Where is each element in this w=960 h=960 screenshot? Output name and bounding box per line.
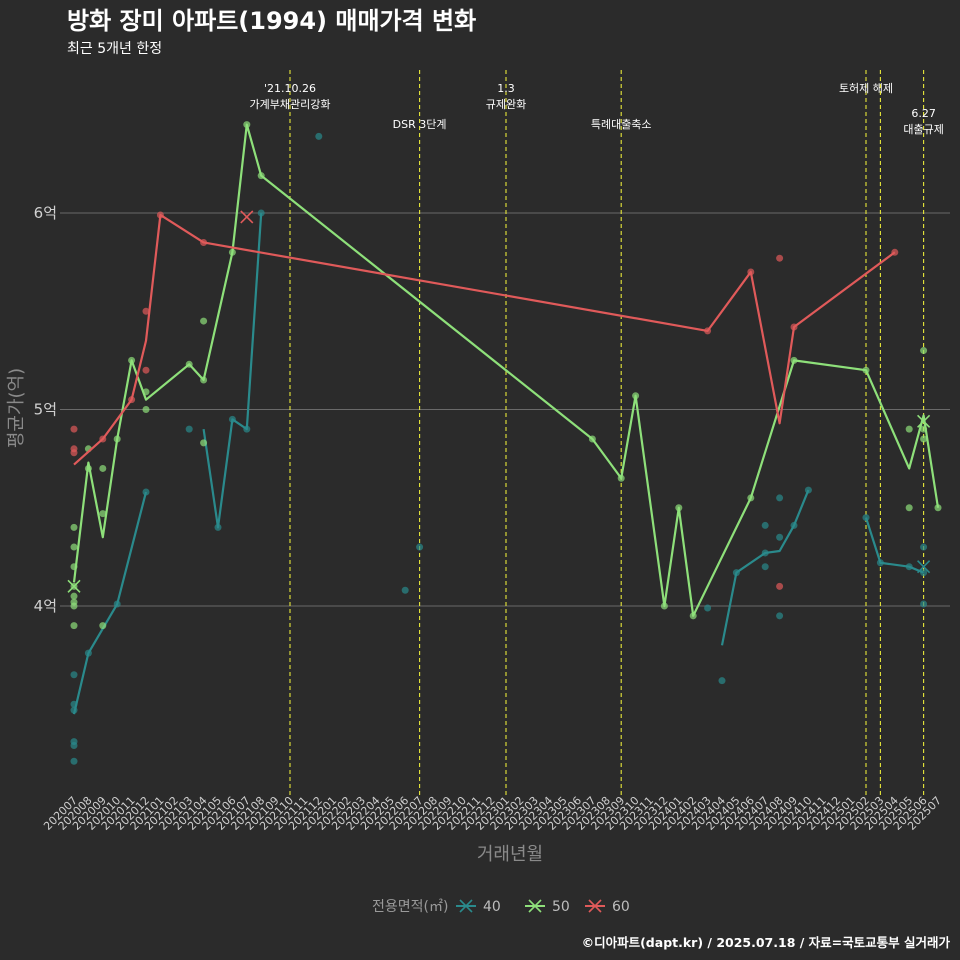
data-point-50	[200, 317, 208, 325]
data-point-50	[70, 592, 78, 600]
event-label-line: 6.27	[911, 107, 936, 120]
legend: 전용면적(㎡) 40 50 60	[372, 899, 630, 915]
x-axis-title: 거래년월	[477, 844, 543, 865]
legend-label: 60	[612, 899, 630, 915]
event-label-line: '21.10.26	[264, 82, 316, 95]
cross-marker-50	[917, 414, 931, 428]
event-label-line: 특례대출축소	[591, 118, 652, 131]
legend-swatch-cross	[528, 899, 542, 913]
series-line-40	[202, 212, 263, 529]
data-point-50	[905, 425, 913, 433]
event-label-line: 1.3	[497, 82, 515, 95]
y-tick-labels: 4억 5억 6억	[34, 204, 57, 615]
cross-marker-50	[67, 579, 81, 593]
data-point-50	[200, 439, 208, 447]
legend-item-60: 60	[585, 899, 630, 915]
cross-stroke	[240, 210, 254, 224]
y-tick-label: 6억	[34, 204, 57, 222]
data-point-60	[776, 254, 784, 262]
event-label: 1.3 규제완화	[486, 82, 526, 111]
event-label-line: DSR 3단계	[393, 118, 447, 131]
data-point-50	[99, 464, 107, 472]
cross-stroke	[917, 414, 931, 428]
data-point-40	[761, 521, 769, 529]
series-50	[67, 121, 942, 630]
data-point-50	[70, 523, 78, 531]
legend-title: 전용면적(㎡)	[372, 899, 448, 915]
cross-stroke	[67, 579, 81, 593]
data-point-50	[70, 598, 78, 606]
data-point-40	[776, 494, 784, 502]
legend-swatch-cross	[588, 899, 602, 913]
event-label-line: 토허제 해제	[839, 81, 893, 95]
data-point-40	[920, 543, 928, 551]
data-point-40	[70, 671, 78, 679]
legend-label: 50	[552, 899, 570, 915]
cross-marker-60	[240, 210, 254, 224]
data-point-40	[401, 586, 409, 594]
legend-item-40: 40	[456, 899, 501, 915]
data-point-60	[70, 445, 78, 453]
chart-subtitle: 최근 5개년 한정	[67, 41, 162, 57]
event-label: 특례대출축소	[591, 118, 652, 131]
chart-title: 방화 장미 아파트(1994) 매매가격 변화	[67, 7, 476, 35]
data-point-50	[905, 504, 913, 512]
data-point-40	[70, 757, 78, 765]
data-point-50	[99, 510, 107, 518]
data-point-50	[920, 435, 928, 443]
data-point-50	[920, 347, 928, 355]
caption: ©디아파트(dapt.kr) / 2025.07.18 / 자료=국토교통부 실…	[582, 935, 951, 950]
data-point-40	[315, 132, 323, 140]
data-point-50	[70, 543, 78, 551]
data-point-60	[142, 307, 150, 315]
data-point-40	[704, 604, 712, 612]
data-point-40	[761, 563, 769, 571]
data-point-40	[776, 533, 784, 541]
cross-stroke	[917, 560, 931, 574]
data-point-40	[185, 425, 193, 433]
data-point-40	[776, 612, 784, 620]
series-line-40	[864, 517, 925, 574]
y-tick-label: 5억	[34, 401, 57, 419]
cross-marker-40	[917, 560, 931, 574]
data-point-40	[718, 677, 726, 685]
event-label: '21.10.26 가계부채관리강화	[250, 82, 331, 111]
event-label-line: 가계부채관리강화	[250, 98, 331, 111]
event-label: DSR 3단계	[393, 118, 447, 131]
event-label: 토허제 해제	[839, 81, 893, 95]
legend-swatch-cross	[459, 899, 473, 913]
series-line-40	[720, 489, 810, 646]
data-point-40	[416, 543, 424, 551]
y-tick-label: 4억	[34, 597, 57, 615]
data-point-40	[920, 600, 928, 608]
series-line-50	[72, 123, 940, 617]
data-point-60	[70, 425, 78, 433]
y-axis-title: 평균가(억)	[6, 368, 27, 448]
series-layer	[67, 121, 942, 765]
event-label-line: 규제완화	[486, 98, 526, 111]
series-line-60	[73, 213, 896, 466]
data-point-60	[142, 366, 150, 374]
x-tick-labels: 2020072020082020092020102020112020122021…	[41, 794, 944, 833]
y-gridlines	[60, 212, 950, 607]
data-point-40	[70, 738, 78, 746]
series-60	[70, 210, 899, 590]
legend-label: 40	[483, 899, 501, 915]
data-point-50	[99, 622, 107, 630]
data-point-50	[142, 406, 150, 413]
data-point-60	[776, 582, 784, 590]
legend-item-50: 50	[525, 899, 570, 915]
event-label-line: 대출규제	[903, 123, 943, 136]
data-point-50	[70, 622, 78, 630]
event-label: 6.27 대출규제	[903, 107, 943, 136]
